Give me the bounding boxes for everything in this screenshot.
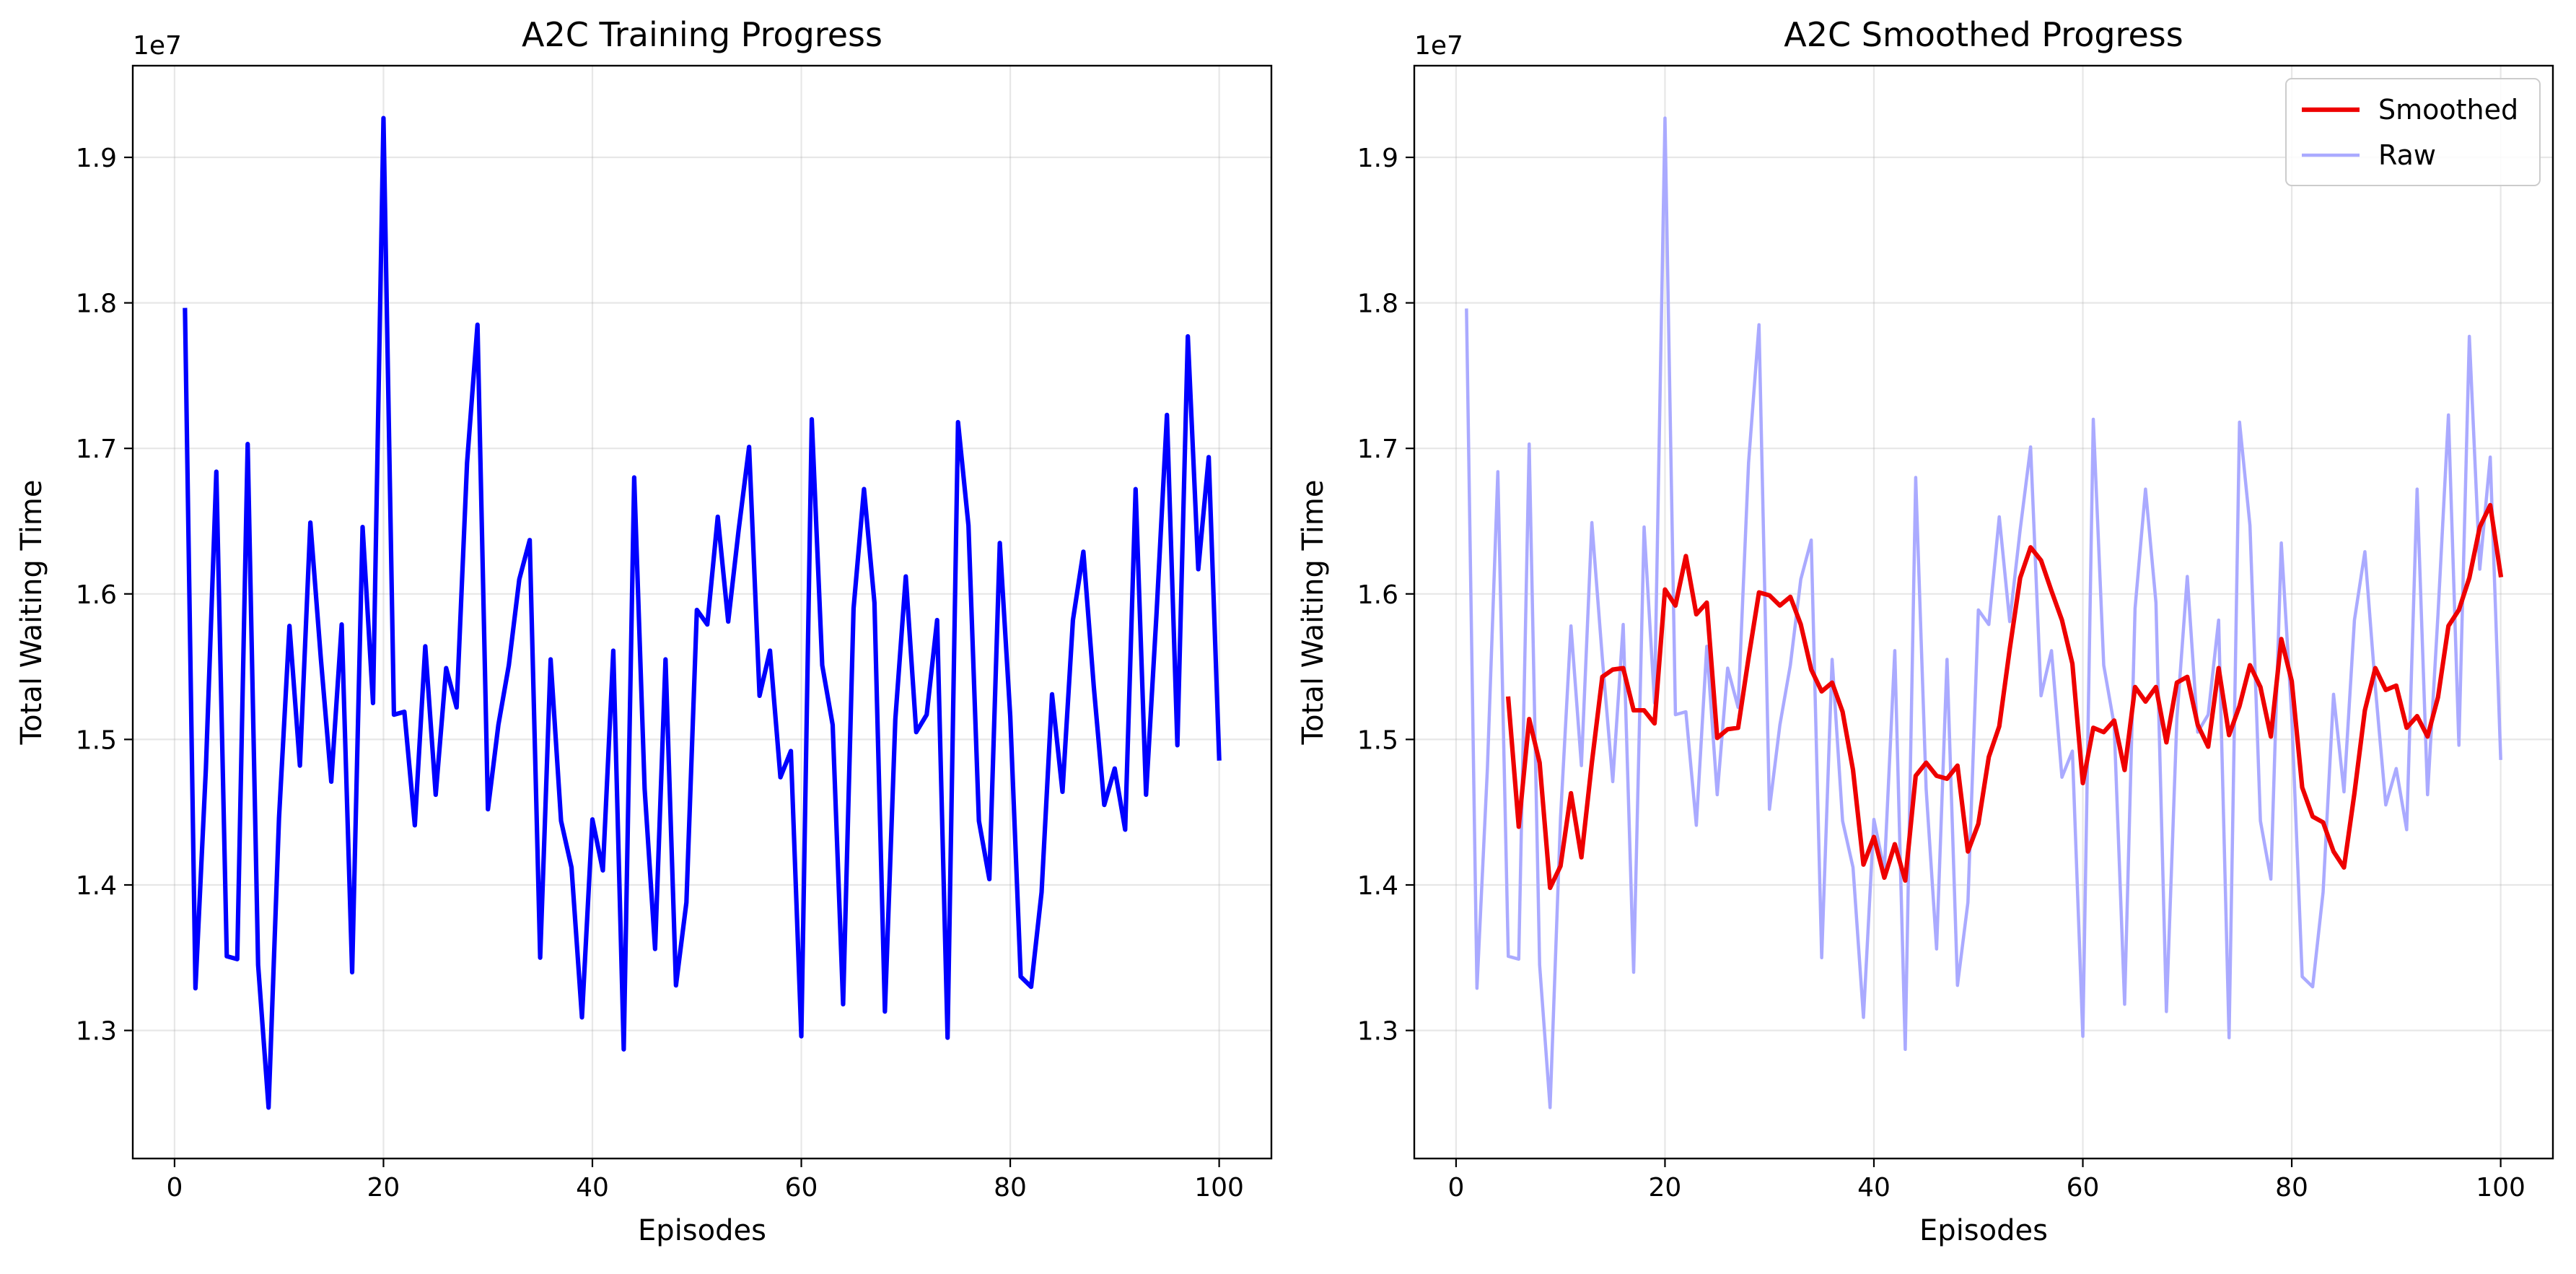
legend-label-smoothed: Smoothed: [2378, 94, 2518, 126]
legend-label-raw: Raw: [2378, 139, 2436, 171]
y-tick-label: 1.5: [76, 725, 117, 755]
x-axis-label: Episodes: [1919, 1214, 2048, 1247]
x-tick-label: 80: [2275, 1173, 2308, 1203]
axes-frame: [1413, 64, 2554, 1160]
y-tick-label: 1.5: [1357, 725, 1398, 755]
y-offset-label: 1e7: [1414, 31, 1463, 61]
y-axis-label: Total Waiting Time: [15, 480, 48, 746]
x-tick-label: 60: [785, 1173, 818, 1203]
x-tick-label: 20: [1649, 1173, 1682, 1203]
y-tick-label: 1.4: [1357, 871, 1398, 901]
chart-title: A2C Smoothed Progress: [1784, 15, 2183, 54]
x-tick-label: 20: [367, 1173, 400, 1203]
y-tick-label: 1.9: [76, 144, 117, 173]
x-tick-label: 80: [994, 1173, 1027, 1203]
chart-title: A2C Training Progress: [522, 15, 882, 54]
x-tick-label: 100: [1194, 1173, 1244, 1203]
axes-frame: [131, 64, 1273, 1160]
chart-2: 0 20 40 60 80 100 1.3 1.4 1.5 1.6 1.7 1.8 1.9 1e7 A2C …: [1297, 15, 2554, 1247]
x-axis-label: Episodes: [638, 1214, 766, 1247]
y-axis-label: Total Waiting Time: [1297, 480, 1330, 746]
legend: Smoothed Raw: [2285, 78, 2541, 186]
chart-1: 0 20 40 60 80 100 1.3 1.4 1.5 1.6 1.7 1.8 1.9 1e7 A2C …: [15, 15, 1273, 1247]
y-tick-label: 1.6: [1357, 580, 1398, 610]
x-tick-label: 100: [2476, 1173, 2525, 1203]
y-tick-label: 1.8: [76, 289, 117, 319]
y-tick-label: 1.3: [1357, 1017, 1398, 1047]
y-tick-label: 1.3: [76, 1017, 117, 1047]
y-tick-label: 1.7: [1357, 435, 1398, 464]
x-tick-label: 40: [1857, 1173, 1891, 1203]
x-tick-label: 0: [1447, 1173, 1464, 1203]
y-offset-label: 1e7: [133, 31, 182, 61]
x-tick-label: 0: [166, 1173, 183, 1203]
y-tick-label: 1.4: [76, 871, 117, 901]
series-line-values: [183, 115, 1222, 1110]
legend-box: [2285, 78, 2541, 186]
series-line-raw: [1465, 116, 2502, 1109]
series-line-smoothed: [1505, 502, 2504, 891]
x-tick-label: 40: [576, 1173, 609, 1203]
y-tick-label: 1.8: [1357, 289, 1398, 319]
y-tick-label: 1.7: [76, 435, 117, 464]
x-tick-label: 60: [2067, 1173, 2100, 1203]
y-tick-label: 1.6: [76, 580, 117, 610]
y-tick-label: 1.9: [1357, 144, 1398, 173]
